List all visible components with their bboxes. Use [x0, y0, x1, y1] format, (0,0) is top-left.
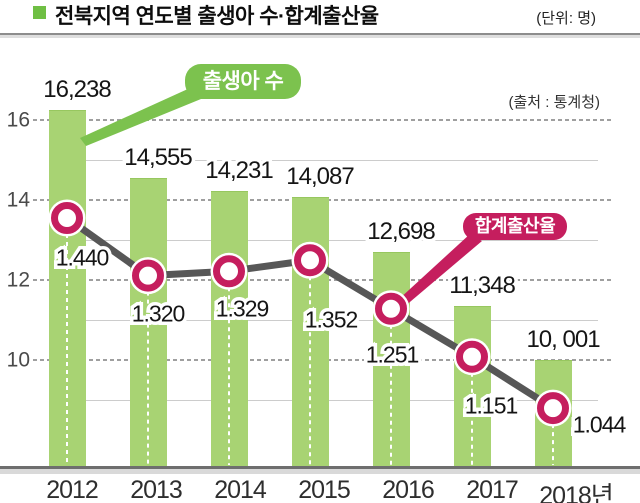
fertility-marker: [537, 392, 569, 425]
fertility-marker: [213, 255, 245, 288]
fertility-callout: 합계출산율: [463, 213, 567, 240]
fertility-marker: [294, 244, 326, 277]
fertility-value-label: 1.251 1.251: [362, 339, 422, 369]
y-tick-label: 14: [6, 188, 30, 212]
title-bullet-icon: [33, 6, 46, 19]
fertility-marker: [51, 202, 83, 234]
x-axis-baseline: [0, 466, 640, 469]
fertility-marker: [375, 292, 407, 325]
fertility-marker: [132, 259, 164, 292]
gridline-minor: [51, 160, 598, 161]
x-tick-label: 2012: [46, 476, 99, 503]
unit-label: (단위: 명): [536, 10, 596, 27]
bar-2012: [48, 110, 86, 467]
fertility-marker: [456, 340, 488, 373]
bar-value-label: 11,348 11,348: [446, 270, 520, 301]
x-tick-label: 2015: [298, 476, 351, 503]
fertility-value-label: 1.352 1.352: [301, 305, 361, 335]
births-callout: 출생아 수: [185, 64, 301, 99]
x-tick-label: 2014: [214, 476, 267, 503]
fertility-callout-tail: [398, 234, 482, 307]
x-tick-label: 2018년: [539, 482, 614, 503]
fertility-value-label: 1.320 1.320: [128, 298, 188, 328]
y-tick-label: 10: [6, 348, 30, 372]
bar-value-label: 14,555 14,555: [121, 142, 196, 173]
y-tick-label: 16: [6, 108, 30, 132]
x-tick-label: 2013: [130, 476, 183, 503]
births-callout-label: 출생아 수: [202, 70, 284, 93]
y-tick-label: 12: [6, 268, 30, 292]
bar-value-label: 14,087 14,087: [283, 161, 358, 192]
fertility-callout-label: 합계출산율: [474, 216, 556, 236]
page-title: 전북지역 연도별 출생아 수·합계출산율: [55, 5, 379, 28]
x-tick-label: 2017: [466, 476, 519, 503]
bar-value-label: 14,231 14,231: [202, 155, 277, 186]
fertility-value-label: 1.440 1.440: [52, 243, 112, 273]
bar-2013: [129, 177, 167, 467]
x-axis-baseline-shadow: [0, 469, 640, 474]
header-divider-shadow: [0, 35, 640, 38]
source-label: (출처 : 통계청): [508, 94, 601, 111]
fertility-value-label: 1.044 1.044: [569, 410, 629, 440]
header-divider: [0, 33, 640, 35]
births-callout-tail: [80, 88, 201, 146]
bar-value-label: 10, 001 10, 001: [523, 324, 604, 355]
x-tick-label: 2016: [382, 476, 435, 503]
gridline-major: [33, 119, 612, 121]
bar-value-label: 12,698 12,698: [364, 216, 439, 247]
fertility-value-label: 1.151 1.151: [461, 390, 521, 420]
bar-value-label: 16,238 16,238: [40, 74, 115, 105]
fertility-value-label: 1.329 1.329: [212, 294, 272, 324]
